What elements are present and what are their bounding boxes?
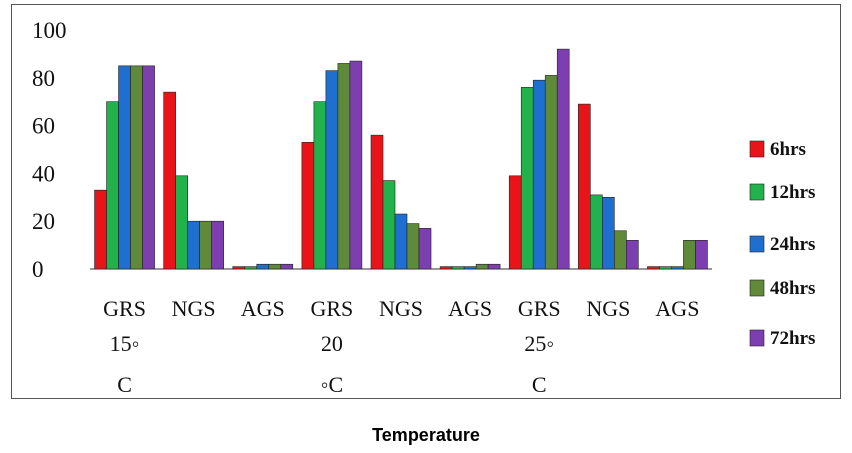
category-label: NGS bbox=[379, 296, 423, 321]
bar-24hrs bbox=[325, 70, 339, 270]
legend-label: 6hrs bbox=[770, 139, 806, 160]
bar-24hrs bbox=[187, 220, 200, 270]
bar-24hrs bbox=[394, 213, 408, 270]
bar-12hrs bbox=[244, 266, 258, 270]
bar-12hrs bbox=[451, 266, 465, 270]
bar-72hrs bbox=[695, 240, 708, 270]
y-tick-label: 80 bbox=[32, 66, 55, 91]
bar-6hrs bbox=[232, 266, 246, 270]
temperature-label-line1: 15◦ bbox=[110, 331, 140, 356]
bar-72hrs bbox=[556, 48, 570, 270]
bar-24hrs bbox=[463, 266, 477, 270]
category-label: GRS bbox=[518, 296, 561, 321]
legend-swatch-72hrs bbox=[749, 329, 765, 347]
bar-24hrs bbox=[118, 65, 131, 270]
legend-swatch-24hrs bbox=[749, 235, 765, 253]
bar-48hrs bbox=[199, 220, 212, 270]
y-tick-label: 40 bbox=[32, 161, 55, 186]
bar-6hrs bbox=[578, 103, 591, 270]
bar-24hrs bbox=[602, 197, 615, 270]
bar-72hrs bbox=[142, 65, 155, 270]
bar-72hrs bbox=[349, 60, 363, 270]
chart-frame: 0 20 40 60 80 100 GRS NGS AGS GRS NGS AGS GRS NGS AGS 1… bbox=[11, 4, 841, 399]
bar-6hrs bbox=[508, 175, 522, 270]
bar-6hrs bbox=[647, 266, 660, 270]
temperature-label-line2: C bbox=[532, 372, 547, 397]
bar-6hrs bbox=[439, 266, 453, 270]
temperature-label-line1: 20 bbox=[321, 331, 343, 356]
bar-72hrs bbox=[487, 263, 501, 270]
bar-12hrs bbox=[659, 266, 672, 270]
bar-6hrs bbox=[163, 91, 176, 270]
category-label: AGS bbox=[655, 296, 699, 321]
bar-6hrs bbox=[301, 142, 315, 270]
bar-24hrs bbox=[671, 266, 684, 270]
bar-72hrs bbox=[418, 228, 432, 270]
bar-6hrs bbox=[370, 134, 384, 270]
bar-48hrs bbox=[268, 263, 282, 270]
legend-label: 48hrs bbox=[770, 278, 815, 299]
bar-48hrs bbox=[130, 65, 143, 270]
legend-swatch-48hrs bbox=[749, 279, 765, 297]
bar-72hrs bbox=[626, 240, 639, 270]
bar-48hrs bbox=[475, 263, 489, 270]
temperature-label-line2: ◦C bbox=[321, 372, 343, 397]
bar-12hrs bbox=[106, 101, 119, 270]
y-tick-label: 100 bbox=[32, 18, 67, 43]
category-label: GRS bbox=[103, 296, 146, 321]
category-label: AGS bbox=[241, 296, 285, 321]
legend-label: 24hrs bbox=[770, 234, 815, 255]
bar-48hrs bbox=[614, 230, 627, 270]
temperature-label-line1: 25◦ bbox=[524, 331, 554, 356]
x-axis-title: Temperature bbox=[372, 425, 480, 445]
bar-6hrs bbox=[94, 189, 107, 270]
bar-chart: 0 20 40 60 80 100 GRS NGS AGS GRS NGS AGS GRS NGS AGS 1… bbox=[32, 18, 815, 397]
bar-12hrs bbox=[520, 87, 534, 270]
bar-24hrs bbox=[256, 263, 270, 270]
bar-48hrs bbox=[544, 75, 558, 270]
category-label: NGS bbox=[172, 296, 216, 321]
category-label: NGS bbox=[586, 296, 630, 321]
temperature-label-line2: C bbox=[117, 372, 132, 397]
legend-label: 12hrs bbox=[770, 182, 815, 203]
category-label: AGS bbox=[448, 296, 492, 321]
bar-12hrs bbox=[382, 180, 396, 270]
legend-swatch-12hrs bbox=[749, 183, 765, 201]
bar-12hrs bbox=[313, 101, 327, 270]
y-tick-label: 0 bbox=[32, 257, 44, 282]
bar-12hrs bbox=[175, 175, 188, 270]
bar-48hrs bbox=[683, 240, 696, 270]
bar-24hrs bbox=[532, 79, 546, 270]
bar-72hrs bbox=[211, 220, 224, 270]
y-tick-label: 20 bbox=[32, 209, 55, 234]
legend-swatch-6hrs bbox=[749, 140, 765, 158]
bar-12hrs bbox=[590, 194, 603, 270]
bar-48hrs bbox=[406, 223, 420, 270]
bar-72hrs bbox=[280, 263, 294, 270]
bar-48hrs bbox=[337, 63, 351, 270]
y-tick-label: 60 bbox=[32, 114, 55, 139]
category-label: GRS bbox=[310, 296, 353, 321]
legend-label: 72hrs bbox=[770, 328, 815, 349]
